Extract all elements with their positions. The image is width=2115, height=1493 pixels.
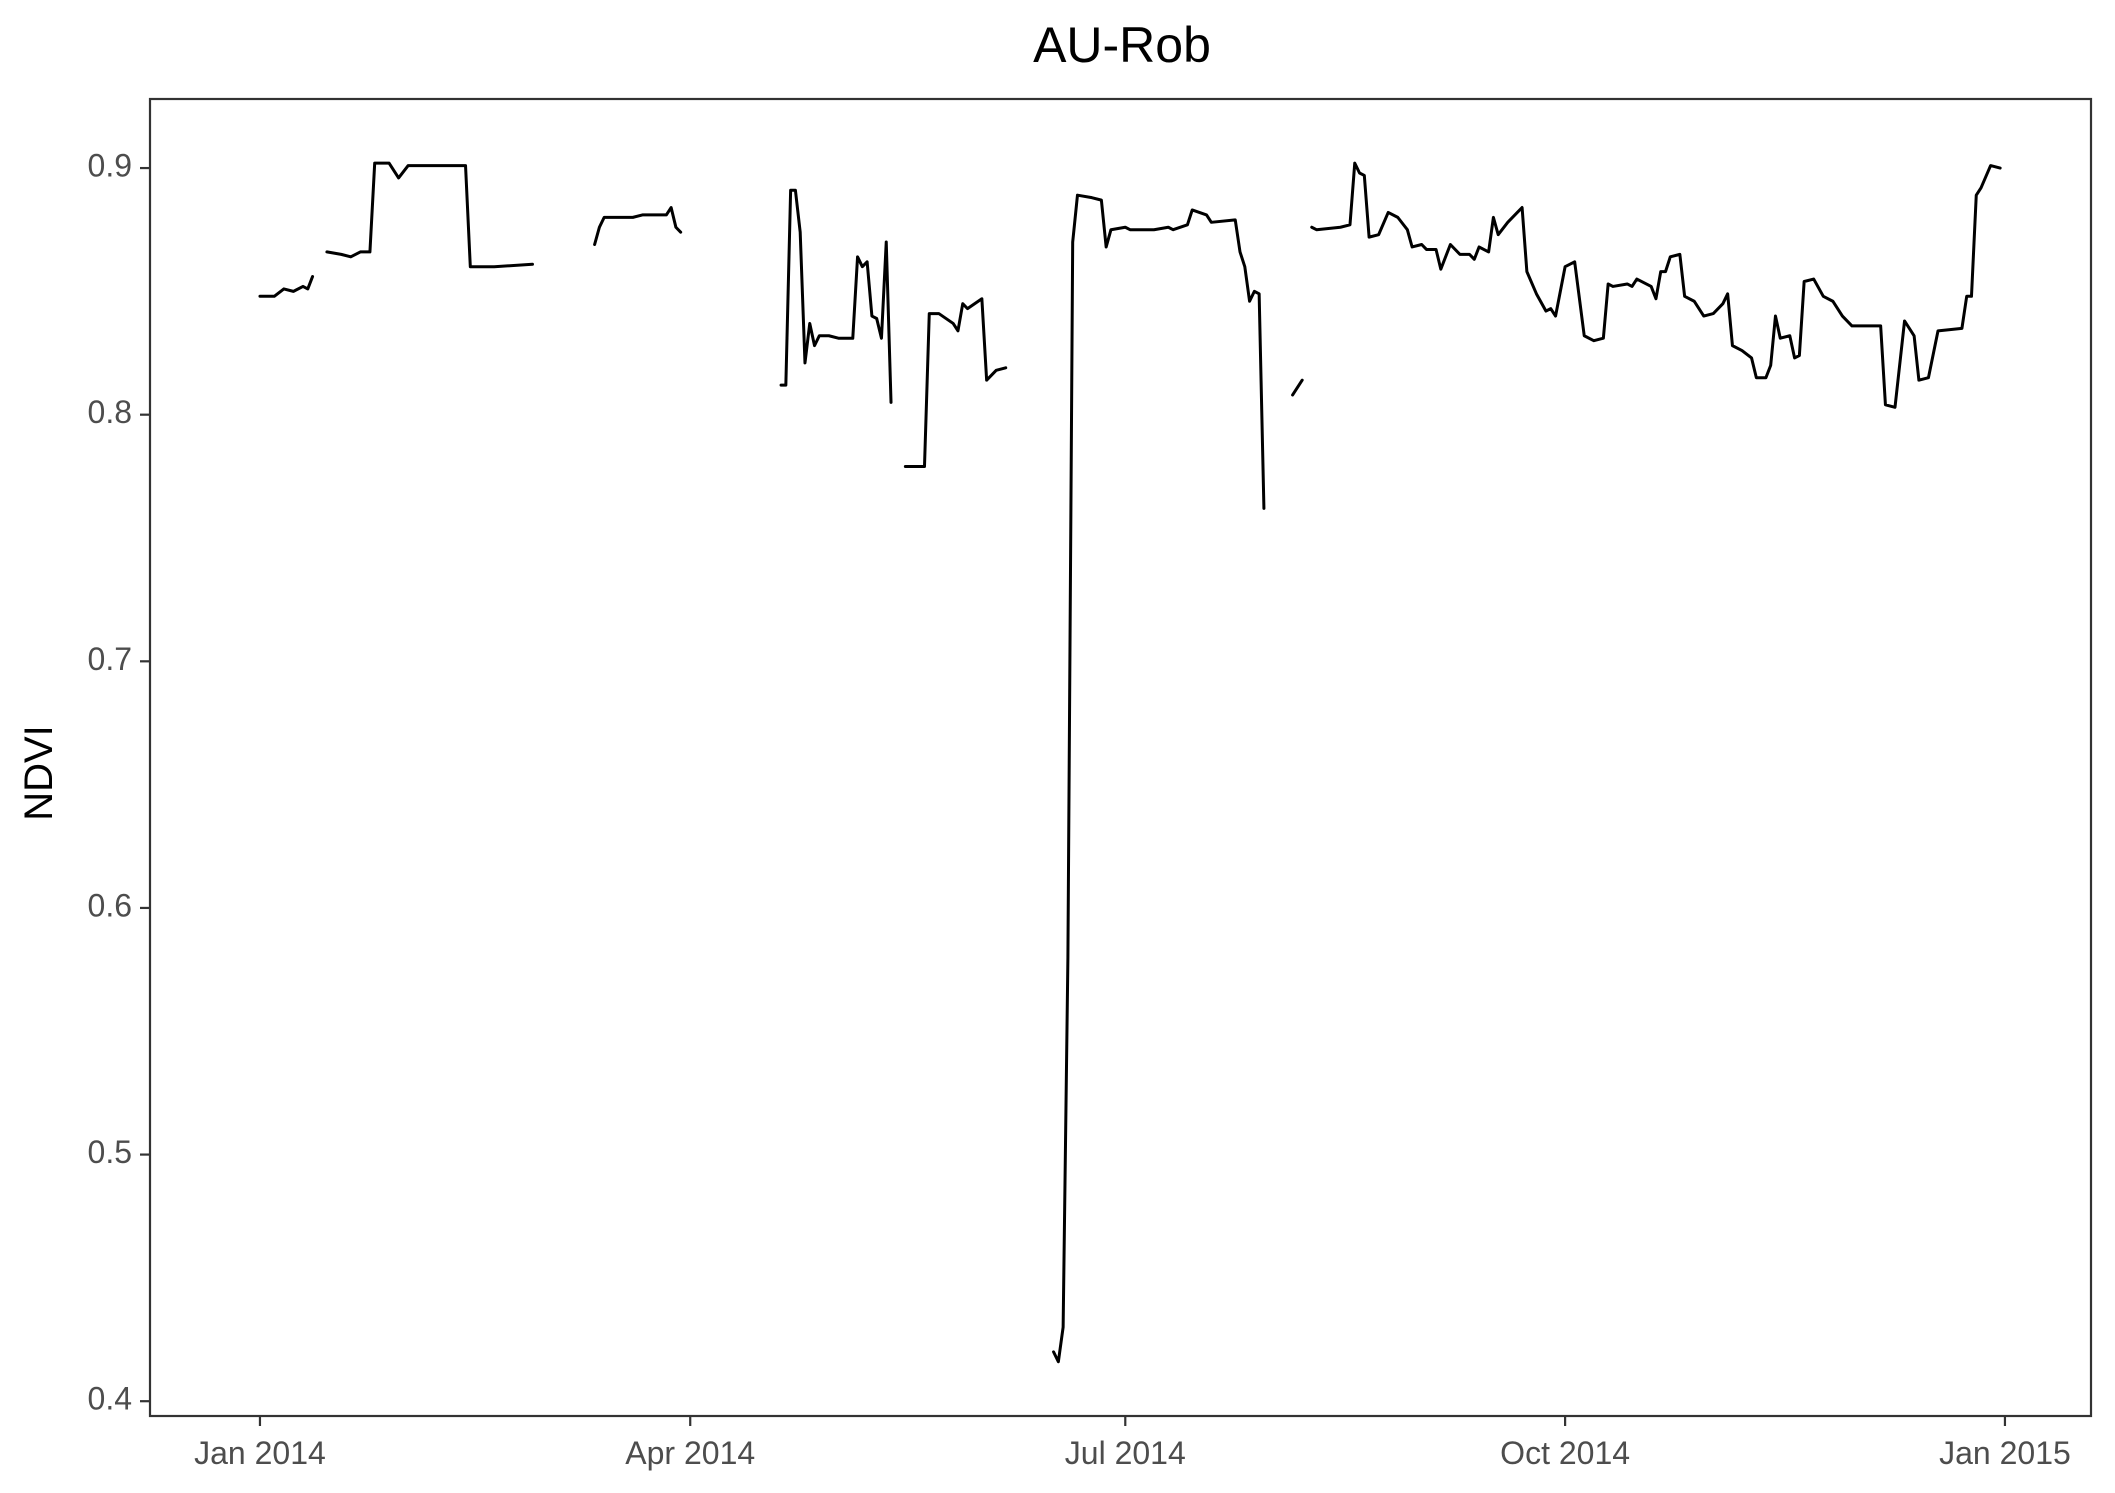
ndvi-series-segment [593, 206, 683, 247]
x-tick-label: Jul 2014 [1065, 1435, 1186, 1471]
x-tick-label: Jan 2014 [194, 1435, 326, 1471]
ndvi-series-segment [1052, 193, 1266, 1364]
ndvi-series-segment [1310, 161, 2002, 409]
panel-border [148, 97, 2093, 1418]
x-tick-label: Apr 2014 [625, 1435, 755, 1471]
ndvi-series-segment [258, 275, 315, 298]
x-tick-label: Jan 2015 [1939, 1435, 2071, 1471]
y-tick-label: 0.6 [88, 887, 132, 923]
y-tick-label: 0.8 [88, 394, 132, 430]
ndvi-series-segment [1291, 378, 1304, 397]
ndvi-series-segment [779, 188, 893, 404]
chart-title: AU-Rob [1033, 17, 1211, 73]
plot-area [258, 161, 2002, 1364]
x-axis: Jan 2014 Apr 2014 Jul 2014 Oct 2014 Jan 2015 [194, 1416, 2071, 1471]
x-tick-label: Oct 2014 [1500, 1435, 1630, 1471]
y-axis: 0.4 0.5 0.6 0.7 0.8 0.9 [88, 148, 150, 1417]
ndvi-series-segment [325, 161, 534, 269]
y-tick-label: 0.4 [88, 1381, 132, 1417]
y-tick-label: 0.9 [88, 148, 132, 184]
ndvi-series-segment [903, 297, 1008, 468]
y-tick-label: 0.7 [88, 641, 132, 677]
y-tick-label: 0.5 [88, 1134, 132, 1170]
y-axis-label: NDVI [17, 725, 61, 821]
